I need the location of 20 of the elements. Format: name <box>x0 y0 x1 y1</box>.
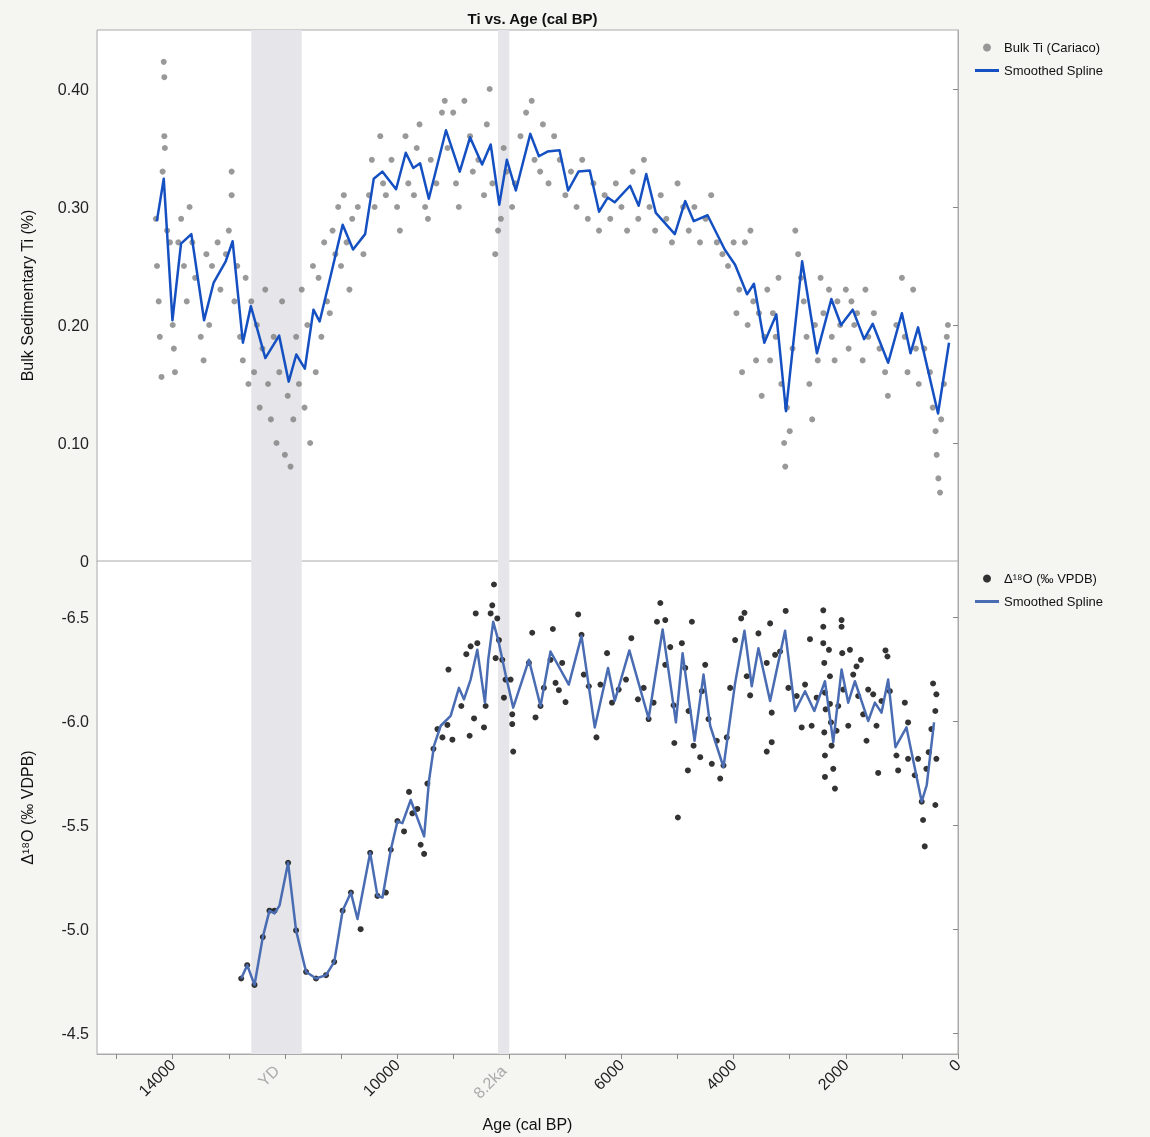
legend-label: Smoothed Spline <box>1004 63 1104 78</box>
legend-label: Bulk Ti (Cariaco) <box>1004 40 1101 55</box>
x-axis-title: Age (cal BP) <box>482 1115 573 1133</box>
y-axis-title: Δ¹⁸O (‰ VDPB) <box>18 750 36 865</box>
y-tick-label: 0.30 <box>57 198 90 216</box>
legend-label: Δ¹⁸O (‰ VPDB) <box>1004 571 1097 586</box>
y-axis-title: Bulk Sedimentary Ti (%) <box>18 209 36 382</box>
chart-title: Ti vs. Age (cal BP) <box>467 10 598 27</box>
y-tick-label: -6.0 <box>61 712 90 730</box>
x-tick-label: 0 <box>945 1055 965 1075</box>
band-label: YD <box>254 1061 283 1090</box>
y-tick-label: -4.5 <box>61 1024 90 1042</box>
y-tick-label: -5.0 <box>61 920 90 938</box>
y-tick-label: -6.5 <box>61 608 90 626</box>
y-tick-label: 0.20 <box>57 316 90 334</box>
y-tick-label: 0.40 <box>57 80 90 98</box>
y-tick-label: 0 <box>80 552 90 570</box>
y-tick-label: 0.10 <box>57 434 90 452</box>
legend-label: Smoothed Spline <box>1004 594 1104 609</box>
y-tick-label: -5.5 <box>61 816 90 834</box>
